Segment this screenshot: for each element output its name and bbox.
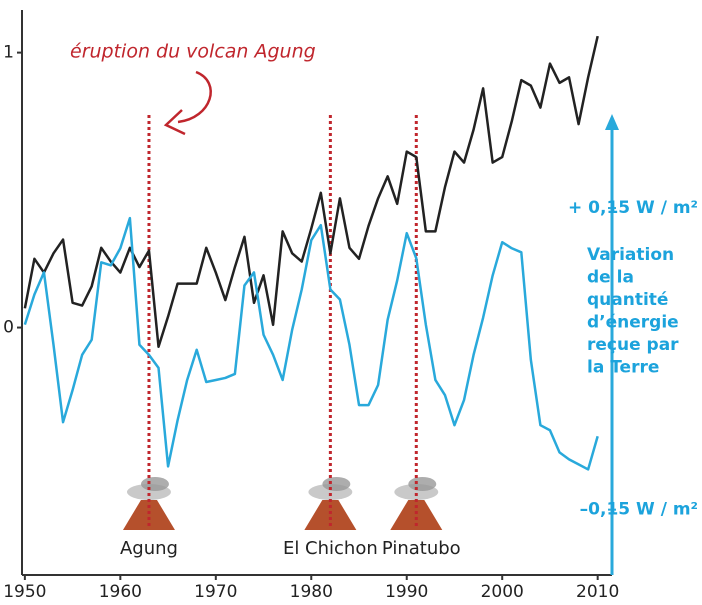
x-tick-label: 1960 — [99, 582, 142, 602]
x-tick-label: 2000 — [481, 582, 524, 602]
smoke — [408, 477, 436, 491]
x-tick-label: 2010 — [576, 582, 619, 602]
annotation: éruption du volcan Agung — [70, 41, 316, 63]
y-tick-label: 1 — [3, 43, 14, 63]
y2-axis-label: la Terre — [587, 358, 659, 378]
data-line — [25, 36, 598, 347]
smoke — [141, 477, 169, 491]
y2-axis-label: de la — [587, 268, 634, 288]
y-tick-label: 0 — [3, 318, 14, 338]
data-line — [25, 218, 598, 469]
x-tick-label: 1950 — [3, 582, 46, 602]
chart: éruption du volcan Agung 0 1 1950 1960 1970 1… — [0, 0, 702, 605]
y2-axis-label: quantité — [587, 290, 668, 310]
event-label: Pinatubo — [382, 538, 461, 559]
y2-axis-label: reçue par — [587, 335, 679, 355]
y2-tick-label: –0,15 W / m² — [580, 500, 698, 520]
x-tick-label: 1990 — [385, 582, 428, 602]
y2-tick-label: + 0,15 W / m² — [568, 198, 698, 218]
smoke — [322, 477, 350, 491]
y2-axis-label: Variation — [587, 245, 674, 265]
y2-axis-label: d’énergie — [587, 313, 679, 333]
x-tick-label: 1970 — [194, 582, 237, 602]
annotation-arrow — [178, 72, 211, 122]
x-tick-label: 1980 — [290, 582, 333, 602]
event-label: Agung — [120, 538, 178, 559]
y2-arrowhead — [605, 114, 619, 130]
event-label: El Chichon — [283, 538, 378, 559]
